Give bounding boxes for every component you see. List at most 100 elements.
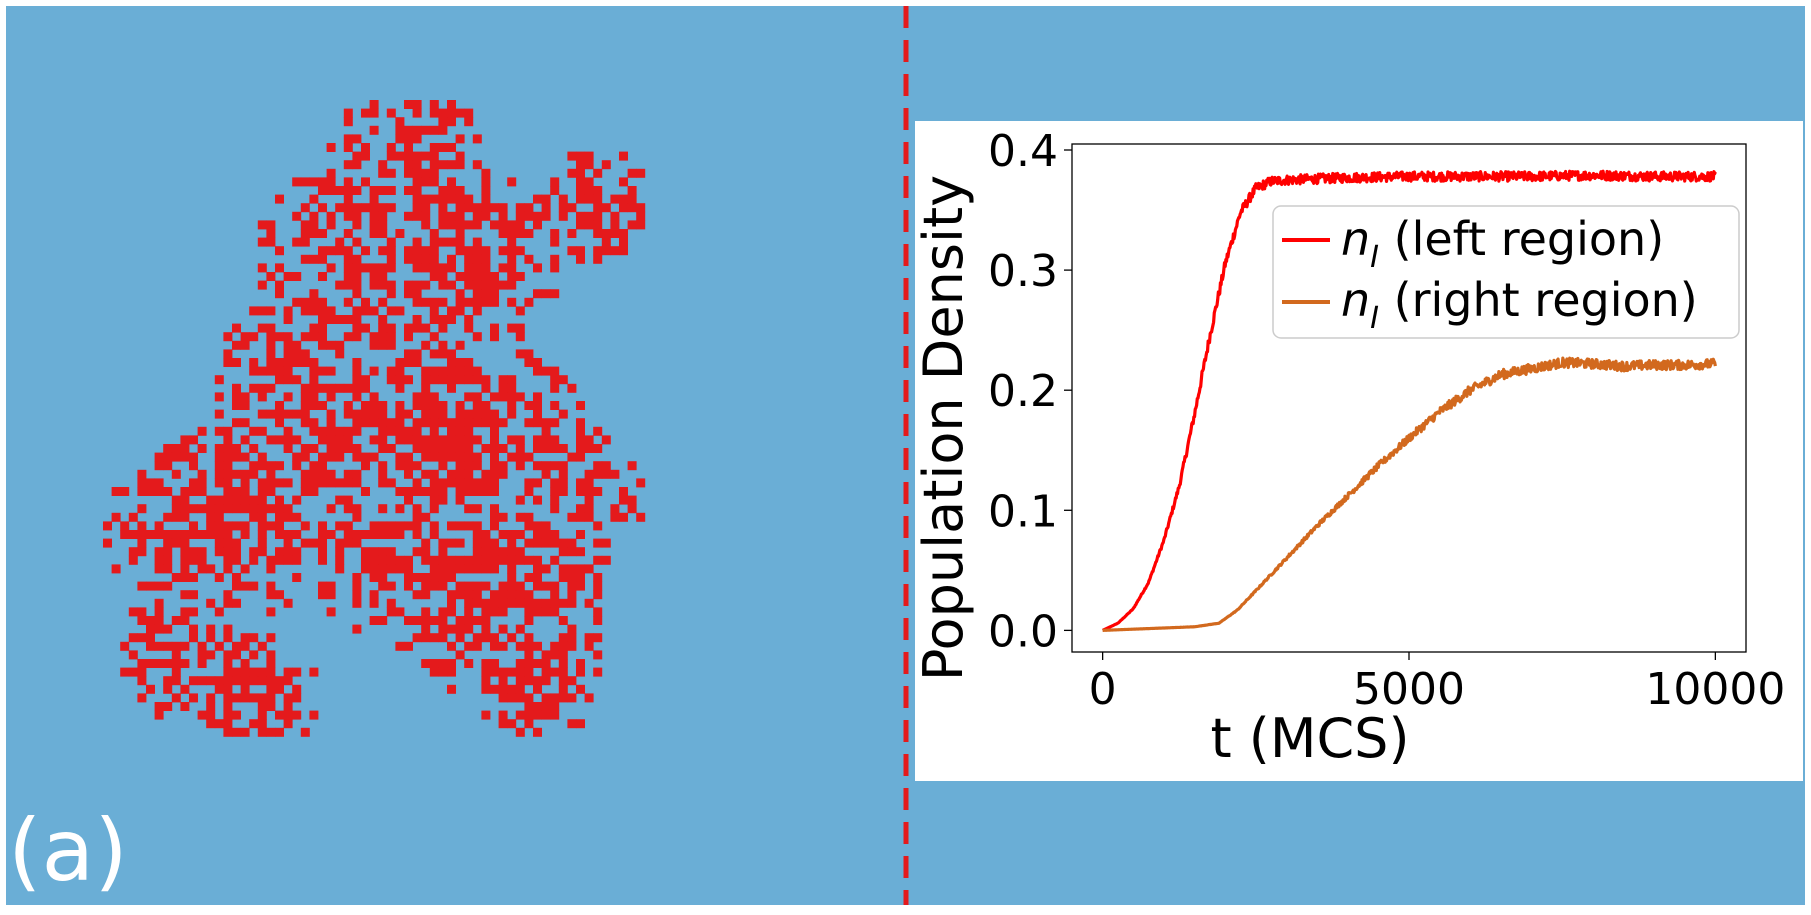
infected-site bbox=[180, 512, 190, 522]
infected-site bbox=[438, 487, 448, 496]
infected-site bbox=[275, 409, 284, 419]
infected-site bbox=[275, 194, 284, 204]
infected-site bbox=[369, 203, 379, 213]
infected-site bbox=[524, 254, 534, 264]
infected-site bbox=[128, 633, 138, 643]
infected-site bbox=[438, 220, 448, 230]
infected-site bbox=[601, 246, 611, 256]
infected-site bbox=[361, 530, 370, 539]
infected-site bbox=[576, 573, 585, 582]
infected-site bbox=[481, 684, 491, 694]
infected-site bbox=[266, 487, 276, 496]
infected-site bbox=[447, 598, 456, 608]
infected-site bbox=[249, 444, 259, 453]
infected-site bbox=[369, 564, 379, 574]
infected-site bbox=[507, 452, 517, 462]
infected-site bbox=[447, 117, 456, 127]
infected-site bbox=[292, 710, 302, 720]
infected-site bbox=[429, 315, 439, 324]
infected-site bbox=[343, 143, 353, 152]
infected-site bbox=[206, 624, 216, 634]
infected-site bbox=[378, 530, 388, 539]
infected-site bbox=[550, 237, 560, 247]
infected-site bbox=[386, 168, 396, 178]
infected-site bbox=[490, 332, 499, 342]
infected-site bbox=[378, 469, 388, 479]
infected-site bbox=[163, 555, 173, 565]
infected-site bbox=[137, 659, 147, 668]
infected-site bbox=[240, 418, 250, 428]
infected-site bbox=[412, 151, 422, 161]
infected-site bbox=[429, 581, 439, 591]
infected-site bbox=[567, 641, 577, 651]
infected-site bbox=[326, 530, 336, 539]
infected-site bbox=[292, 495, 302, 505]
infected-site bbox=[386, 521, 396, 531]
infected-site bbox=[266, 332, 276, 342]
infected-site bbox=[550, 478, 560, 488]
infected-site bbox=[429, 375, 439, 385]
infected-site bbox=[275, 263, 284, 273]
infected-site bbox=[627, 504, 637, 514]
infected-site bbox=[593, 521, 603, 531]
infected-site bbox=[610, 211, 620, 221]
infected-site bbox=[447, 444, 456, 453]
infected-site bbox=[275, 727, 284, 737]
infected-site bbox=[550, 229, 560, 238]
infected-site bbox=[163, 684, 173, 694]
infected-site bbox=[318, 272, 327, 281]
infected-site bbox=[232, 650, 241, 660]
infected-site bbox=[421, 469, 431, 479]
infected-site bbox=[318, 538, 327, 548]
infected-site bbox=[558, 641, 568, 651]
infected-site bbox=[249, 504, 259, 514]
infected-site bbox=[232, 538, 241, 548]
infected-site bbox=[395, 418, 405, 428]
infected-site bbox=[619, 512, 628, 522]
infected-site bbox=[472, 366, 482, 376]
infected-site bbox=[378, 426, 388, 436]
infected-site bbox=[171, 650, 181, 660]
infected-site bbox=[438, 280, 448, 290]
infected-site bbox=[283, 530, 293, 539]
infected-site bbox=[249, 469, 259, 479]
infected-site bbox=[249, 633, 259, 643]
infected-site bbox=[593, 203, 603, 213]
infected-site bbox=[283, 555, 293, 565]
infected-site bbox=[266, 306, 276, 316]
infected-site bbox=[352, 237, 362, 247]
infected-site bbox=[352, 452, 362, 462]
infected-site bbox=[318, 581, 327, 591]
infected-site bbox=[318, 547, 327, 557]
infected-site bbox=[232, 521, 241, 531]
infected-site bbox=[171, 444, 181, 453]
infected-site bbox=[326, 315, 336, 324]
infected-site bbox=[455, 220, 465, 230]
infected-site bbox=[214, 512, 224, 522]
infected-site bbox=[593, 194, 603, 204]
infected-site bbox=[455, 435, 465, 445]
infected-site bbox=[507, 323, 517, 333]
infected-site bbox=[472, 401, 482, 410]
infected-site bbox=[455, 616, 465, 625]
infected-site bbox=[257, 702, 267, 711]
infected-site bbox=[481, 401, 491, 410]
infected-site bbox=[404, 521, 413, 531]
infected-site bbox=[240, 693, 250, 703]
infected-site bbox=[120, 521, 130, 531]
infected-site bbox=[541, 581, 551, 591]
infected-site bbox=[429, 160, 439, 170]
infected-site bbox=[438, 452, 448, 462]
infected-site bbox=[404, 358, 413, 367]
infected-site bbox=[447, 452, 456, 462]
infected-site bbox=[464, 280, 474, 290]
infected-site bbox=[352, 426, 362, 436]
infected-site bbox=[266, 237, 276, 247]
infected-site bbox=[300, 452, 310, 462]
infected-site bbox=[309, 383, 319, 393]
infected-site bbox=[412, 100, 422, 109]
infected-site bbox=[593, 590, 603, 600]
infected-site bbox=[266, 469, 276, 479]
infected-site bbox=[154, 564, 164, 574]
infected-site bbox=[524, 203, 534, 213]
